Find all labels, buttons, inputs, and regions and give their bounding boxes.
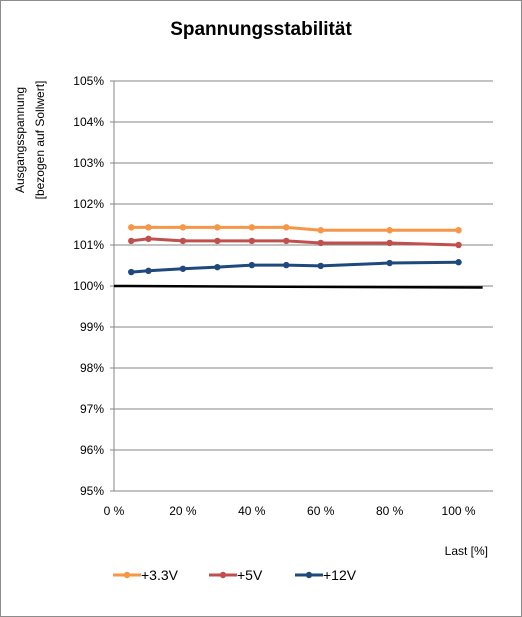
legend-label: +5V (237, 567, 263, 583)
reference-line-100 (113, 284, 483, 289)
data-point (386, 227, 393, 234)
y-tick-label: 95% (80, 484, 104, 498)
data-point (455, 227, 462, 234)
x-tick-label: 100 % (442, 504, 476, 518)
x-tick-labels: 0 % 20 % 40 % 60 % 80 % 100 % (104, 504, 476, 518)
data-point (145, 224, 152, 231)
legend-entry: +12V (295, 567, 357, 583)
x-tick-label: 80 % (376, 504, 404, 518)
legend: +3.3V +5V +12V (113, 567, 357, 583)
y-tick-label: 99% (80, 320, 104, 334)
data-point (214, 224, 221, 231)
data-point (248, 224, 256, 231)
y-tick-label: 102% (73, 197, 104, 211)
x-tick-label: 60 % (307, 504, 335, 518)
y-tick-label: 101% (73, 238, 104, 252)
y-tick-label: 96% (80, 443, 104, 457)
series-group (128, 224, 462, 276)
y-tick-labels: 95% 96% 97% 98% 99% 100% 101% 102% 103% 104% 105% (73, 74, 104, 498)
data-point (179, 265, 187, 272)
legend-marker (219, 571, 227, 579)
x-tick-label: 20 % (169, 504, 197, 518)
data-point (214, 237, 221, 245)
data-point (283, 237, 290, 245)
legend-marker (123, 571, 131, 579)
legend-entry: +3.3V (113, 567, 179, 583)
data-point (455, 241, 462, 249)
data-point (145, 235, 152, 243)
x-tick-label: 0 % (104, 504, 125, 518)
data-point (179, 237, 187, 245)
legend-marker (305, 571, 313, 579)
legend-entry: +5V (209, 567, 263, 583)
data-point (214, 263, 221, 271)
reference-line-group (113, 284, 483, 289)
data-point (386, 239, 393, 247)
y-tick-label: 104% (73, 115, 104, 129)
chart-title: Spannungsstabilität (170, 19, 352, 40)
y-tick-label: 98% (80, 361, 104, 375)
data-point (128, 268, 135, 276)
data-point (179, 224, 187, 231)
data-point (145, 267, 152, 275)
y-axis-label-line1: Ausgangsspannung (13, 87, 27, 193)
data-point (248, 261, 256, 269)
legend-label: +3.3V (141, 567, 179, 583)
data-point (386, 259, 393, 267)
data-point (455, 259, 462, 266)
series-33V (128, 224, 462, 234)
x-tick-label: 40 % (238, 504, 266, 518)
data-point (248, 237, 256, 245)
x-axis-label: Last [%] (445, 544, 488, 558)
y-tick-label: 100% (73, 279, 104, 293)
y-axis-label-line2: [bezogen auf Sollwert] (33, 81, 47, 200)
y-axis-label: Ausgangsspannung [bezogen auf Sollwert] (13, 81, 47, 200)
data-point (283, 224, 290, 231)
y-tick-label: 105% (73, 74, 104, 88)
data-point (128, 224, 135, 231)
data-point (317, 262, 324, 270)
legend-label: +12V (323, 567, 357, 583)
data-point (283, 261, 290, 269)
y-tick-label: 97% (80, 402, 104, 416)
data-point (317, 227, 324, 234)
series-12V (128, 259, 462, 276)
data-point (317, 239, 324, 247)
data-point (128, 237, 135, 245)
y-tick-label: 103% (73, 156, 104, 170)
series-5V (128, 235, 462, 249)
